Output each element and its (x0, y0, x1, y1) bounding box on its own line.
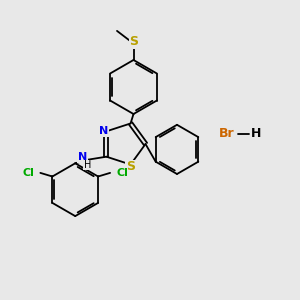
Text: Br: Br (219, 127, 234, 140)
Text: N: N (78, 152, 87, 162)
Text: Cl: Cl (22, 168, 34, 178)
Text: S: S (126, 160, 135, 173)
Text: N: N (99, 126, 109, 136)
Text: Cl: Cl (116, 168, 128, 178)
Text: H: H (250, 127, 261, 140)
Text: S: S (130, 35, 139, 48)
Text: H: H (83, 160, 91, 170)
